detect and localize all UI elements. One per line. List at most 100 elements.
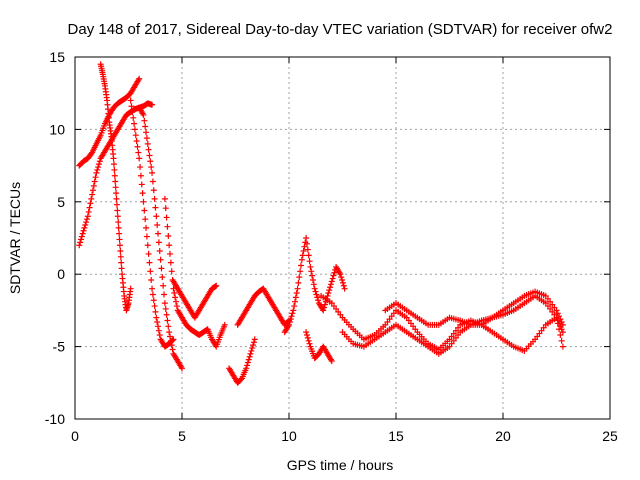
data-point	[141, 117, 148, 124]
data-point	[152, 308, 159, 315]
data-point	[114, 207, 121, 214]
data-point	[306, 258, 313, 265]
data-point	[303, 240, 310, 247]
data-point	[314, 294, 321, 301]
data-point	[312, 288, 319, 295]
data-point	[93, 169, 100, 176]
data-point	[157, 256, 164, 263]
data-point	[135, 149, 142, 156]
data-point	[554, 310, 561, 317]
data-point	[78, 233, 85, 240]
data-point	[156, 332, 163, 339]
data-point	[85, 208, 92, 215]
data-point	[244, 359, 251, 366]
data-point	[309, 276, 316, 283]
data-point	[154, 221, 161, 228]
chart-title: Day 148 of 2017, Sidereal Day-to-day VTE…	[68, 21, 613, 38]
grid-lines	[75, 57, 610, 419]
y-tick-label: -5	[53, 339, 66, 355]
data-point	[145, 250, 152, 257]
data-point	[164, 223, 171, 230]
data-point	[155, 239, 162, 246]
data-point	[311, 285, 318, 292]
data-point	[142, 123, 149, 130]
data-point	[179, 365, 185, 372]
data-point	[117, 253, 124, 260]
data-point	[248, 347, 255, 354]
data-point	[161, 300, 168, 307]
data-point	[143, 129, 150, 136]
data-point	[339, 276, 346, 283]
axis-ticks: 0 5 10 15 20 25 -10 -5 0 5 10 15	[45, 49, 618, 444]
data-point	[149, 291, 156, 298]
data-point	[172, 294, 179, 301]
data-point	[118, 265, 125, 272]
data-point	[148, 276, 155, 283]
data-point	[165, 232, 172, 239]
x-axis-label: GPS time / hours	[287, 457, 394, 473]
data-point	[147, 158, 154, 165]
data-point	[163, 311, 170, 318]
data-point	[313, 291, 320, 298]
data-point	[286, 321, 292, 328]
data-point	[137, 172, 144, 179]
data-point	[304, 246, 311, 253]
data-point	[130, 114, 137, 121]
data-point	[338, 274, 345, 281]
data-point	[127, 97, 134, 104]
data-point	[141, 207, 148, 214]
data-point	[321, 301, 328, 308]
data-point	[162, 205, 169, 212]
data-point	[139, 190, 146, 197]
data-point	[151, 195, 158, 202]
y-tick-label: 5	[57, 194, 65, 210]
data-point	[315, 297, 322, 304]
data-point	[159, 274, 166, 281]
data-point	[132, 132, 139, 139]
y-tick-label: 15	[49, 49, 65, 65]
data-point	[149, 285, 156, 292]
data-point	[160, 282, 167, 289]
data-point	[127, 285, 134, 292]
data-point	[169, 346, 176, 353]
data-point	[143, 233, 150, 240]
data-point	[291, 298, 298, 305]
data-point	[303, 332, 310, 339]
data-point	[95, 161, 102, 168]
data-point	[249, 345, 256, 352]
data-point	[153, 314, 160, 321]
y-axis-label: SDTVAR / TECUs	[7, 182, 23, 294]
data-point	[155, 327, 162, 334]
data-point	[251, 336, 258, 343]
data-point	[155, 323, 162, 330]
data-point	[327, 281, 334, 288]
data-point	[287, 316, 294, 323]
data-point	[117, 248, 124, 255]
data-point	[110, 161, 117, 168]
x-tick-label: 15	[388, 428, 404, 444]
data-point	[148, 164, 155, 171]
data-point	[88, 195, 95, 202]
x-tick-label: 5	[178, 428, 186, 444]
data-point	[341, 285, 348, 292]
data-point	[168, 268, 175, 275]
data-point	[152, 204, 159, 211]
data-point	[111, 172, 118, 179]
data-point	[116, 230, 123, 237]
data-point	[554, 320, 561, 327]
data-point	[151, 303, 158, 310]
data-point	[295, 279, 302, 286]
x-tick-label: 25	[602, 428, 618, 444]
data-point	[310, 281, 317, 288]
data-point	[83, 216, 90, 223]
y-tick-label: 0	[57, 266, 65, 282]
data-point	[213, 282, 220, 289]
plot-area-border	[74, 56, 611, 420]
data-point	[144, 242, 151, 249]
data-point	[286, 318, 293, 325]
data-point	[557, 316, 564, 323]
data-point	[142, 216, 149, 223]
data-point	[221, 321, 228, 328]
data-point	[149, 178, 156, 185]
